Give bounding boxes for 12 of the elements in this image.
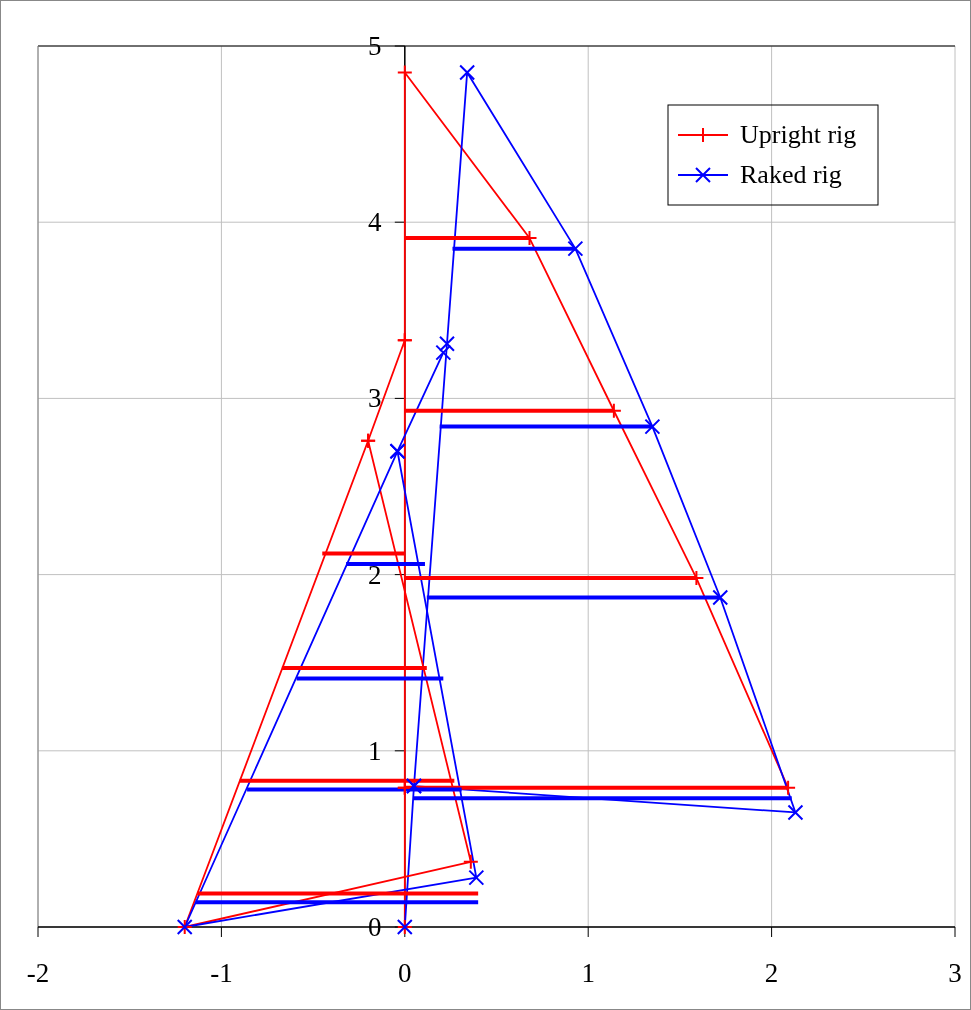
x-tick-label: -2 <box>26 958 50 988</box>
x-tick-label: 2 <box>764 958 779 988</box>
x-tick-label: -1 <box>210 958 233 988</box>
x-tick-label: 3 <box>948 958 962 988</box>
x-tick-label: 0 <box>398 958 412 988</box>
x-tick-label: 1 <box>581 958 595 988</box>
legend-label: Raked rig <box>740 160 842 189</box>
y-tick-label: 3 <box>368 383 382 414</box>
legend-label: Upright rig <box>740 120 857 149</box>
y-tick-label: 2 <box>368 559 382 590</box>
y-tick-label: 1 <box>368 735 382 766</box>
y-tick-label: 4 <box>368 207 383 238</box>
